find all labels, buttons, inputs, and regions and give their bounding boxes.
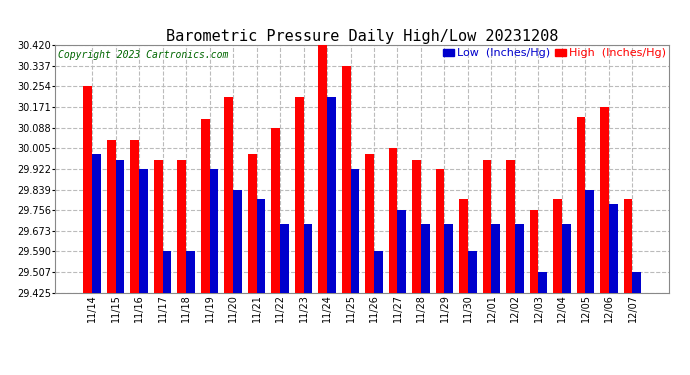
Bar (412, 160, 421, 292)
Bar (515, 224, 524, 292)
Bar (186, 252, 195, 292)
Bar (163, 252, 171, 292)
Bar (459, 199, 468, 292)
Bar (624, 199, 633, 292)
Bar (327, 97, 336, 292)
Bar (482, 160, 491, 292)
Bar (107, 140, 115, 292)
Bar (139, 169, 148, 292)
Bar (374, 252, 383, 292)
Bar (224, 97, 233, 292)
Bar (295, 97, 304, 292)
Bar (177, 160, 186, 292)
Bar (271, 128, 280, 292)
Bar (351, 169, 359, 292)
Legend: Low  (Inches/Hg), High  (Inches/Hg): Low (Inches/Hg), High (Inches/Hg) (442, 47, 667, 60)
Bar (562, 224, 571, 292)
Bar (444, 224, 453, 292)
Bar (248, 154, 257, 292)
Bar (468, 252, 477, 292)
Bar (92, 154, 101, 292)
Title: Barometric Pressure Daily High/Low 20231208: Barometric Pressure Daily High/Low 20231… (166, 29, 558, 44)
Bar (257, 199, 266, 292)
Bar (201, 119, 210, 292)
Bar (491, 224, 500, 292)
Bar (83, 86, 92, 292)
Bar (130, 140, 139, 292)
Bar (365, 154, 374, 292)
Bar (506, 160, 515, 292)
Bar (609, 204, 618, 292)
Bar (280, 224, 289, 292)
Bar (388, 148, 397, 292)
Bar (154, 160, 163, 292)
Text: Copyright 2023 Cartronics.com: Copyright 2023 Cartronics.com (58, 50, 228, 60)
Bar (210, 169, 219, 292)
Bar (318, 45, 327, 292)
Bar (397, 210, 406, 292)
Bar (600, 107, 609, 292)
Bar (633, 272, 642, 292)
Bar (553, 199, 562, 292)
Bar (538, 272, 547, 292)
Bar (342, 66, 351, 292)
Bar (421, 224, 430, 292)
Bar (115, 160, 124, 292)
Bar (435, 169, 444, 292)
Bar (529, 210, 538, 292)
Bar (586, 189, 594, 292)
Bar (577, 117, 586, 292)
Bar (233, 189, 242, 292)
Bar (304, 224, 313, 292)
